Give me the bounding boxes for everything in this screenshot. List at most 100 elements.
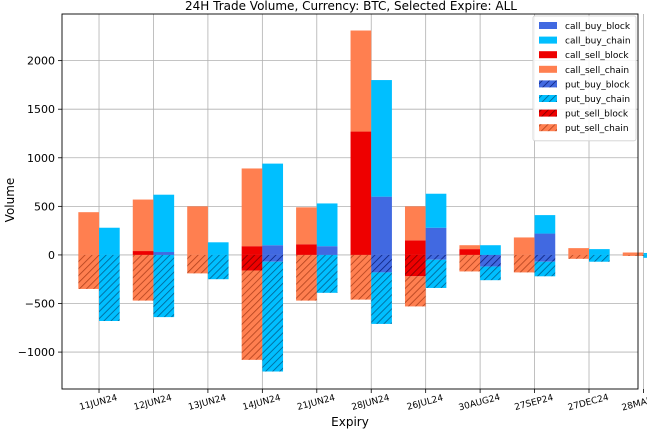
bar-put-buy-chain	[534, 261, 556, 277]
bar-put-sell-chain	[513, 254, 535, 273]
legend-swatch-call-buy-block	[539, 22, 557, 29]
axes-frame	[61, 13, 639, 390]
chart-title: 24H Trade Volume, Currency: BTC, Selecte…	[185, 0, 517, 13]
legend-swatch-put-sell-chain	[539, 124, 557, 132]
x-tick-label: 27DEC24	[567, 393, 610, 414]
bar-call-buy-block	[316, 246, 338, 255]
bar-call-sell-chain	[241, 168, 263, 247]
bar-put-buy-chain	[480, 266, 501, 281]
x-tick-label: 27SEP24	[514, 393, 555, 413]
legend-label: put_buy_block	[565, 80, 630, 90]
legend-label: put_buy_chain	[565, 95, 630, 105]
bar-call-sell-block	[296, 244, 317, 255]
bar-put-sell-chain	[459, 254, 481, 272]
bar-call-buy-chain	[153, 194, 175, 253]
y-tick-label: −500	[25, 298, 55, 311]
bar-put-buy-chain	[99, 254, 120, 321]
bar-call-buy-chain	[643, 252, 647, 255]
y-tick-label: 2000	[27, 55, 55, 68]
bar-put-buy-chain	[643, 254, 647, 258]
y-tick-label: 1500	[27, 103, 55, 116]
bar-put-sell-block	[404, 254, 426, 277]
bar-call-buy-chain	[99, 227, 120, 255]
y-tick-label: 500	[34, 200, 55, 213]
bar-call-buy-block	[534, 233, 556, 255]
bar-put-sell-chain	[404, 276, 426, 307]
bar-call-buy-chain	[371, 80, 392, 197]
legend-swatch-call-sell-block	[539, 51, 557, 59]
x-tick-label: 28MAR25	[621, 393, 647, 414]
bar-put-buy-block	[534, 254, 556, 262]
bar-call-sell-chain	[296, 207, 317, 245]
bar-call-buy-block	[262, 245, 284, 255]
bar-put-buy-chain	[262, 261, 284, 372]
x-tick-label: 13JUN24	[187, 393, 227, 413]
legend-swatch-call-buy-chain	[539, 36, 557, 44]
bar-call-sell-chain	[187, 206, 208, 255]
bar-call-sell-chain	[132, 199, 154, 252]
bar-put-sell-chain	[132, 254, 154, 301]
bar-put-sell-chain	[622, 254, 644, 256]
bar-put-buy-chain	[371, 272, 392, 324]
bar-put-buy-block	[371, 254, 392, 273]
legend-swatch-put-buy-block	[539, 80, 557, 88]
bar-call-buy-block	[425, 227, 447, 255]
bar-put-sell-chain	[568, 254, 590, 259]
bar-put-buy-chain	[316, 254, 338, 293]
bar-call-sell-block	[350, 131, 372, 255]
bar-call-sell-chain	[622, 252, 644, 255]
y-axis-label: Volume	[3, 178, 17, 223]
x-axis-label: Expiry	[331, 415, 369, 429]
x-tick-label: 14JUN24	[242, 393, 282, 413]
bar-call-sell-chain	[350, 30, 372, 132]
bar-put-sell-block	[241, 254, 263, 271]
bar-put-sell-chain	[241, 270, 263, 360]
bar-call-sell-chain	[78, 212, 100, 255]
bar-put-buy-chain	[425, 259, 447, 288]
legend-label: call_sell_chain	[565, 66, 629, 76]
x-tick-label: 30AUG24	[458, 393, 502, 414]
x-tick-label: 21JUN24	[296, 393, 336, 413]
bar-put-buy-chain	[589, 254, 610, 262]
bar-call-buy-chain	[589, 249, 610, 255]
x-tick-label: 26JUL24	[406, 393, 445, 412]
bar-call-buy-chain	[480, 245, 501, 255]
legend-label: call_sell_block	[565, 51, 629, 61]
bar-put-buy-chain	[153, 254, 175, 318]
bar-call-sell-block	[132, 251, 154, 255]
legend-swatch-put-buy-chain	[539, 95, 557, 102]
y-tick-label: 0	[48, 249, 55, 262]
bar-call-sell-chain	[568, 248, 590, 255]
bar-put-sell-chain	[78, 254, 100, 289]
legend-label: put_sell_block	[565, 110, 629, 120]
bar-call-buy-chain	[207, 242, 229, 255]
bar-put-sell-chain	[187, 254, 208, 274]
y-tick-label: 1000	[27, 152, 55, 165]
legend-swatch-put-sell-block	[539, 109, 557, 117]
bar-call-buy-chain	[262, 163, 284, 246]
bar-put-buy-block	[262, 254, 284, 262]
x-tick-label: 28JUN24	[351, 393, 391, 413]
legend-label: call_buy_chain	[565, 37, 631, 47]
bar-put-sell-chain	[296, 254, 317, 301]
bar-call-sell-block	[241, 246, 263, 255]
bar-call-buy-block	[371, 196, 392, 255]
bar-put-buy-block	[425, 254, 447, 260]
bar-call-sell-chain	[513, 237, 535, 255]
y-tick-label: −1000	[18, 346, 55, 359]
x-tick-label: 12JUN24	[133, 393, 173, 413]
legend-label: call_buy_block	[565, 22, 631, 32]
bar-call-buy-chain	[425, 193, 447, 228]
bar-put-buy-chain	[207, 254, 229, 280]
legend-box	[532, 15, 637, 142]
x-tick-label: 11JUN24	[78, 393, 118, 413]
bar-call-sell-chain	[459, 245, 481, 250]
legend-label: put_sell_chain	[565, 124, 629, 134]
legend-swatch-call-sell-chain	[539, 65, 557, 73]
bar-call-sell-chain	[404, 206, 426, 241]
bar-put-buy-block	[480, 254, 501, 267]
bar-call-sell-block	[459, 249, 481, 255]
bar-call-sell-block	[404, 240, 426, 255]
bar-call-buy-chain	[534, 215, 556, 234]
